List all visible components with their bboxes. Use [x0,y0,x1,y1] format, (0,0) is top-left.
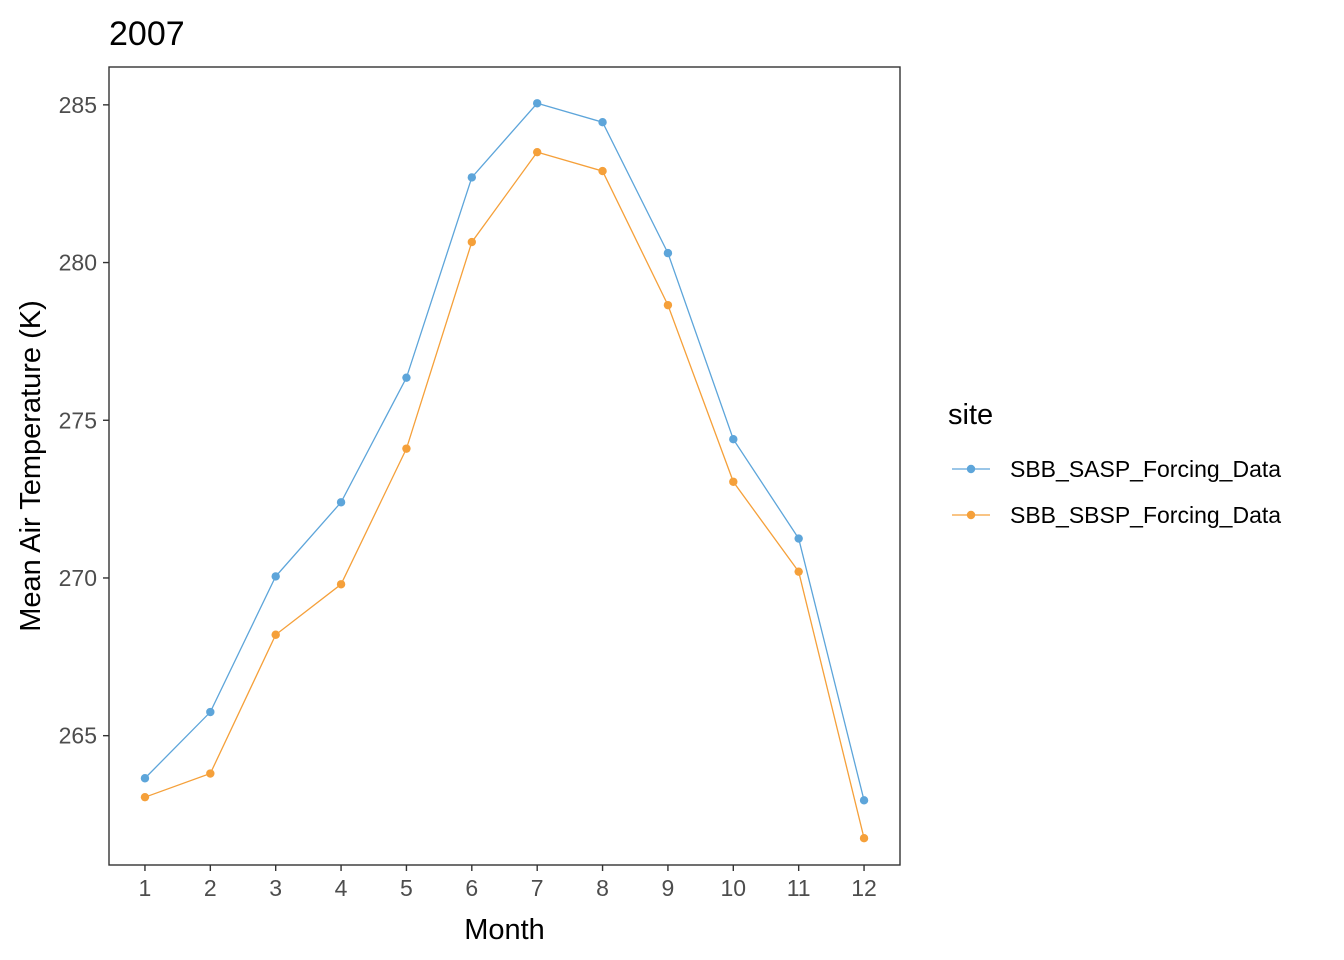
legend-point-key [966,510,976,520]
data-point [663,248,673,258]
x-tick-label: 1 [139,875,152,901]
x-axis: 1 2 3 4 5 6 7 8 9 10 11 12 [139,865,877,901]
x-tick-label: 9 [662,875,675,901]
data-point [336,498,346,507]
legend-point-key [966,464,976,474]
data-point [598,166,607,176]
series-line [144,151,865,839]
x-tick-label: 12 [851,875,877,901]
legend-item: SBB_SBSP_Forcing_Data [952,502,1281,528]
data-point [206,707,215,717]
data-point [794,534,803,543]
data-point [859,833,869,843]
x-tick-label: 7 [531,875,544,901]
data-point [794,567,803,576]
x-tick-label: 4 [335,875,348,901]
legend-item: SBB_SASP_Forcing_Data [952,456,1281,482]
y-axis: 265 270 275 280 285 [59,92,109,749]
series-SBB_SBSP_Forcing_Data [140,147,869,843]
data-point [532,99,542,108]
data-point [467,173,477,182]
chart-title: 2007 [109,15,185,53]
x-tick-label: 3 [269,875,282,901]
y-axis-title: Mean Air Temperature (K) [15,300,47,632]
data-point [336,580,346,589]
series-layer [140,99,869,843]
plot-panel [108,66,901,866]
data-point [140,774,150,783]
data-point [402,373,411,382]
data-point [729,434,738,444]
x-tick-label: 5 [400,875,413,901]
data-point [598,117,607,127]
y-tick-label: 270 [59,565,97,591]
data-point [729,477,738,486]
y-tick-label: 280 [59,250,97,276]
data-point [532,147,542,157]
x-tick-label: 2 [204,875,217,901]
series-SBB_SASP_Forcing_Data [140,99,869,805]
data-point [663,300,673,310]
x-tick-label: 11 [787,875,811,901]
data-point [402,444,411,453]
data-point [140,792,150,802]
legend: site SBB_SASP_Forcing_Data SBB_SBSP_Forci… [948,399,1281,528]
x-axis-title: Month [464,914,545,946]
y-tick-label: 285 [59,92,97,118]
series-line [144,102,865,801]
data-point [467,237,477,247]
x-tick-label: 6 [465,875,478,901]
legend-label: SBB_SBSP_Forcing_Data [1010,502,1281,528]
data-point [206,769,215,778]
legend-title: site [948,399,993,431]
y-tick-label: 265 [59,723,97,749]
y-tick-label: 275 [59,407,97,433]
x-tick-label: 10 [721,875,747,901]
x-tick-label: 8 [596,875,609,901]
data-point [859,796,869,805]
data-point [271,572,280,581]
legend-label: SBB_SASP_Forcing_Data [1010,456,1281,482]
data-point [271,630,280,639]
